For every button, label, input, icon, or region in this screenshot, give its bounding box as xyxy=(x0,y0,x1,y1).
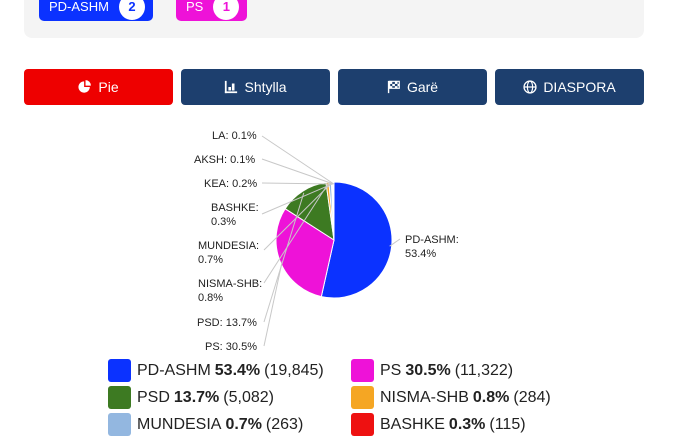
pie-labels: LA: 0.1% AKSH: 0.1% KEA: 0.2% BASHKE: 0.… xyxy=(194,130,462,353)
race-flag-icon xyxy=(387,80,400,94)
pie-slice-pd-ashm[interactable] xyxy=(320,181,393,299)
seat-badge-pd-ashm[interactable]: PD-ASHM 2 xyxy=(39,0,153,21)
legend-votes: (284) xyxy=(513,388,551,406)
tab-shtylla[interactable]: Shtylla xyxy=(181,69,330,105)
seat-badge-count: 1 xyxy=(213,0,240,20)
legend-swatch xyxy=(351,359,374,382)
slice-label-bashke: BASHKE: 0.3% xyxy=(211,202,262,228)
slice-label-line: NISMA-SHB: xyxy=(198,278,262,290)
legend-votes: (5,082) xyxy=(223,388,274,406)
slice-label-line: 0.3% xyxy=(211,216,236,228)
slice-label-line: 53.4% xyxy=(405,248,436,260)
leader-line-mundesia xyxy=(263,183,331,251)
legend-item-bashke[interactable]: BASHKE 0.3% (115) xyxy=(351,413,594,436)
slice-label-line: PD-ASHM: xyxy=(405,234,459,246)
legend-name: BASHKE xyxy=(380,415,445,433)
pie-chart-icon xyxy=(78,80,92,93)
slice-label-nisma-shb: NISMA-SHB: 0.8% xyxy=(198,278,265,304)
legend-name: PS xyxy=(380,361,402,379)
tab-label: Shtylla xyxy=(244,79,287,95)
slice-label-ps: PS: 30.5% xyxy=(205,341,257,353)
legend-item-ps[interactable]: PS 30.5% (11,322) xyxy=(351,359,594,382)
legend-swatch xyxy=(108,359,131,382)
seat-badge-label: PS xyxy=(186,0,204,14)
leader-line-la xyxy=(261,135,335,185)
slice-label-pd-ashm: PD-ASHM: 53.4% xyxy=(405,234,462,260)
legend-votes: (11,322) xyxy=(454,361,514,379)
slice-label-mundesia: MUNDESIA: 0.7% xyxy=(198,240,262,266)
slice-label-la: LA: 0.1% xyxy=(212,130,257,142)
tab-pie[interactable]: Pie xyxy=(24,69,173,105)
slice-label-aksh: AKSH: 0.1% xyxy=(194,154,255,166)
slice-label-line: 0.8% xyxy=(198,292,223,304)
bar-chart-icon xyxy=(225,80,238,94)
chart-type-tabs: Pie Shtylla Garë DIASPORA xyxy=(24,69,644,105)
leader-line-pd-ashm xyxy=(389,238,401,247)
seat-summary-panel: PD-ASHM 2 PS 1 xyxy=(24,0,644,38)
leader-line-kea xyxy=(261,182,333,185)
legend-votes: (263) xyxy=(265,415,304,433)
slice-label-line: 0.7% xyxy=(198,254,223,266)
slice-label-psd: PSD: 13.7% xyxy=(197,317,257,329)
legend-swatch xyxy=(108,386,131,409)
tab-diaspora[interactable]: DIASPORA xyxy=(495,69,644,105)
slice-label-line: BASHKE: xyxy=(211,202,259,214)
seat-badge-ps[interactable]: PS 1 xyxy=(176,0,248,21)
seat-badge-label: PD-ASHM xyxy=(49,0,109,14)
legend-percent: 0.8% xyxy=(472,388,510,406)
leader-line-nisma-shb xyxy=(263,184,329,284)
legend-percent: 30.5% xyxy=(405,361,451,379)
pie-slice-ps[interactable] xyxy=(275,208,335,298)
slice-label-kea: KEA: 0.2% xyxy=(204,178,257,190)
globe-icon xyxy=(523,80,537,94)
legend-swatch xyxy=(108,413,131,436)
leader-line-psd xyxy=(263,192,305,323)
legend-percent: 0.7% xyxy=(225,415,262,433)
legend-item-pd-ashm[interactable]: PD-ASHM 53.4% (19,845) xyxy=(108,359,351,382)
leader-line-bashke xyxy=(261,183,333,215)
legend-name: PD-ASHM xyxy=(137,361,211,379)
tab-gare[interactable]: Garë xyxy=(338,69,487,105)
legend-item-mundesia[interactable]: MUNDESIA 0.7% (263) xyxy=(108,413,351,436)
legend-item-psd[interactable]: PSD 13.7% (5,082) xyxy=(108,386,351,409)
legend-percent: 13.7% xyxy=(173,388,220,406)
legend-swatch xyxy=(351,386,374,409)
tab-label: Pie xyxy=(98,79,119,95)
leader-line-aksh xyxy=(261,158,334,185)
slice-label-line: MUNDESIA: xyxy=(198,240,259,252)
legend-name: NISMA-SHB xyxy=(380,388,469,406)
leader-line-ps xyxy=(263,261,283,347)
seat-badge-count: 2 xyxy=(118,0,145,20)
legend-votes: (19,845) xyxy=(264,361,324,379)
pie-leader-lines xyxy=(261,135,401,347)
legend-item-nisma-shb[interactable]: NISMA-SHB 0.8% (284) xyxy=(351,386,594,409)
legend-name: MUNDESIA xyxy=(137,415,222,433)
pie-chart: LA: 0.1% AKSH: 0.1% KEA: 0.2% BASHKE: 0.… xyxy=(194,130,462,353)
legend-swatch xyxy=(351,413,374,436)
legend-name: PSD xyxy=(137,388,170,406)
legend-votes: (115) xyxy=(489,415,526,433)
tab-label: DIASPORA xyxy=(543,79,616,95)
legend-percent: 0.3% xyxy=(448,415,486,433)
pie-slices xyxy=(275,181,393,299)
chart-legend: PD-ASHM 53.4% (19,845) PS 30.5% (11,322)… xyxy=(108,359,628,436)
legend-percent: 53.4% xyxy=(214,361,261,379)
tab-label: Garë xyxy=(406,79,439,95)
